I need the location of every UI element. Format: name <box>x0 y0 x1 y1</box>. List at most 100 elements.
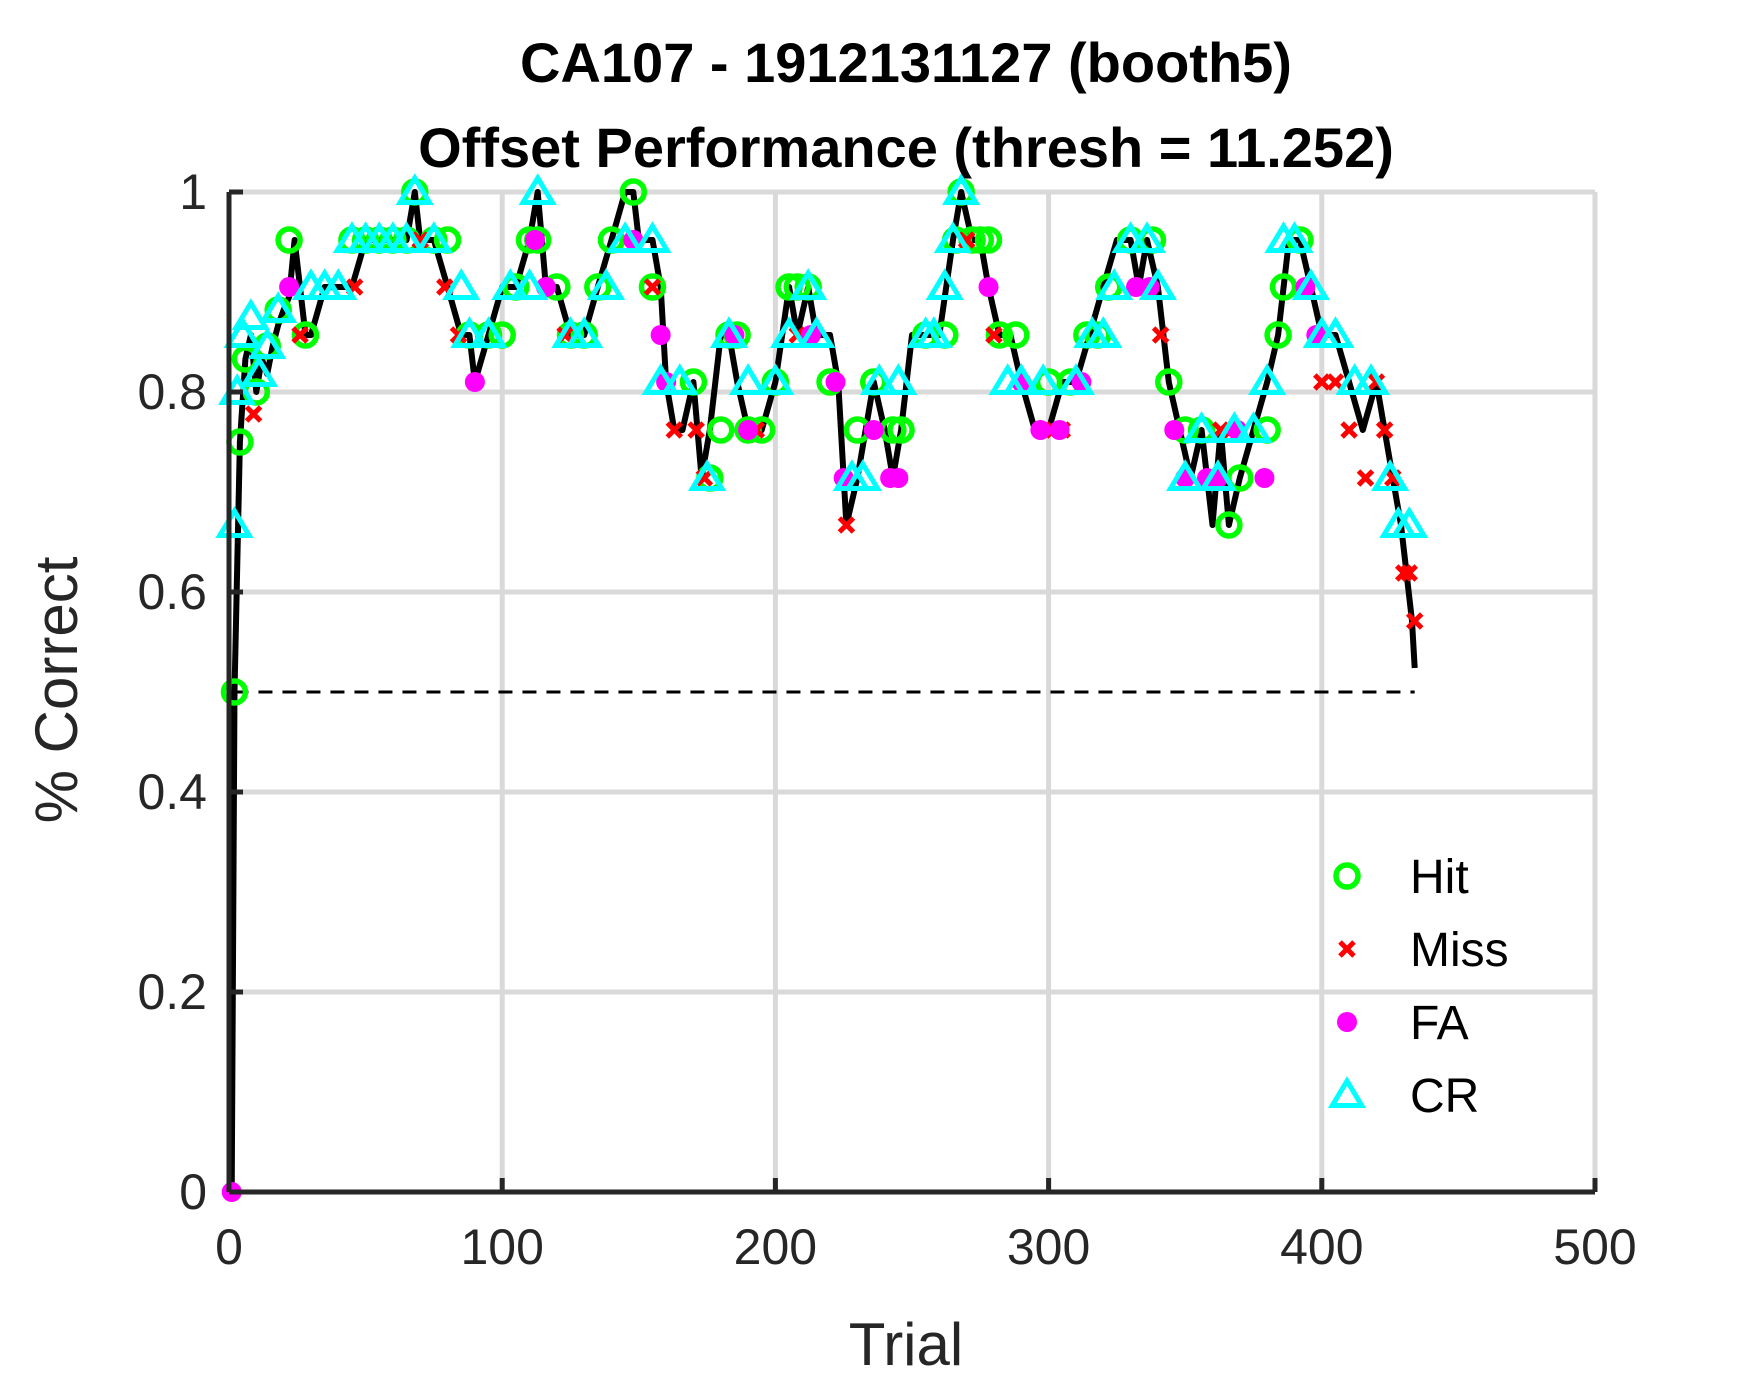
cr-point <box>1275 221 1314 253</box>
hit-point <box>985 321 1014 349</box>
x-axis-label: Trial <box>849 1311 963 1378</box>
cr-point <box>565 316 604 348</box>
fa-point <box>524 230 545 250</box>
fa-point <box>1030 420 1051 440</box>
cr-point <box>860 363 899 395</box>
cr-point <box>914 316 953 348</box>
x-tick-label: 100 <box>460 1219 543 1275</box>
x-stroke <box>1151 326 1170 344</box>
x-stroke <box>1356 469 1375 487</box>
cr-point <box>1084 316 1123 348</box>
legend-entry-miss: Miss <box>1338 924 1509 977</box>
legend-marker-miss <box>1338 940 1356 958</box>
cr-point <box>1198 459 1238 491</box>
cr-point <box>1215 411 1254 443</box>
cr-point <box>1351 363 1391 395</box>
miss-point <box>1400 564 1418 582</box>
legend-label-cr: CR <box>1410 1070 1479 1123</box>
cr-point <box>1316 316 1355 348</box>
x-tick-label: 400 <box>1280 1219 1363 1275</box>
x-stroke <box>1340 421 1358 439</box>
cr-point <box>797 316 836 348</box>
legend-marker-cr <box>1327 1076 1367 1108</box>
cr-point <box>879 363 918 395</box>
series-cr <box>215 173 1429 538</box>
cr-point <box>231 298 270 330</box>
x-stroke <box>1211 421 1230 439</box>
cr-point <box>1291 268 1330 300</box>
y-tick-label: 1 <box>179 164 207 220</box>
cr-point <box>215 506 254 538</box>
y-tick-label: 0.8 <box>137 364 207 420</box>
chart-title-line-2: Offset Performance (thresh = 11.252) <box>418 116 1394 179</box>
cr-point <box>387 221 426 253</box>
legend-marker-fa <box>1337 1012 1357 1032</box>
x-stroke <box>687 421 705 439</box>
cr-point <box>1370 459 1410 491</box>
cr-point <box>248 327 287 359</box>
x-stroke <box>1375 421 1394 439</box>
cr-point <box>1166 459 1205 491</box>
cr-point <box>1127 221 1167 253</box>
y-tick-label: 0.6 <box>137 564 207 620</box>
x-stroke <box>1367 373 1386 391</box>
miss-point <box>1405 612 1424 630</box>
miss-point <box>1356 469 1375 487</box>
x-stroke <box>837 516 856 534</box>
hit-point <box>707 416 735 444</box>
cr-point <box>395 173 434 205</box>
cr-point <box>769 316 809 348</box>
y-tick-label: 0 <box>179 1164 207 1220</box>
cr-point <box>709 316 749 348</box>
miss-point <box>1340 421 1358 439</box>
miss-point <box>244 405 263 423</box>
cr-point <box>1095 268 1134 300</box>
chart-title-line-1: CA107 - 1912131127 (booth5) <box>520 31 1292 94</box>
legend-label-hit: Hit <box>1410 851 1469 904</box>
axes <box>226 189 1598 1195</box>
cr-point <box>223 316 262 348</box>
x-stroke <box>1313 373 1331 391</box>
fa-point <box>863 420 884 440</box>
cr-point <box>450 316 489 348</box>
y-tick-label: 0.2 <box>137 964 207 1020</box>
miss-point <box>643 278 662 296</box>
legend-entry-hit: Hit <box>1333 851 1469 904</box>
x-stroke <box>1326 373 1345 391</box>
hit-point <box>275 226 303 254</box>
x-stroke <box>665 421 684 439</box>
cr-point <box>586 268 626 300</box>
x-tick-label: 0 <box>215 1219 243 1275</box>
cr-point <box>1024 363 1063 395</box>
fa-point <box>888 468 909 488</box>
hit-point <box>1002 321 1030 349</box>
tick-labels: 0 100 200 300 400 500 0 0.2 0.4 0.6 0.8 1 <box>137 164 1636 1275</box>
cr-point <box>414 221 454 253</box>
cr-point <box>660 363 699 395</box>
legend-entry-cr: CR <box>1327 1070 1479 1123</box>
x-stroke <box>436 278 454 296</box>
miss-point <box>1326 373 1345 391</box>
cr-point <box>442 268 481 300</box>
legend-entry-fa: FA <box>1337 997 1469 1050</box>
cr-point <box>789 268 828 300</box>
y-axis-label: % Correct <box>23 556 90 823</box>
cr-point <box>1248 363 1287 395</box>
x-stroke <box>985 326 1003 344</box>
cr-point <box>687 459 727 491</box>
hit-point <box>974 226 1003 254</box>
cr-point <box>933 221 973 253</box>
x-stroke <box>1338 940 1356 958</box>
fa-point <box>1254 468 1275 488</box>
legend-marker-hit <box>1333 862 1361 890</box>
fa-point <box>738 420 759 440</box>
hit-point <box>638 273 667 301</box>
cr-point <box>1234 411 1273 443</box>
fa-point <box>1164 420 1185 440</box>
x-stroke <box>695 469 714 487</box>
x-stroke <box>244 405 263 423</box>
cr-point <box>925 268 964 300</box>
cr-point <box>469 316 508 348</box>
